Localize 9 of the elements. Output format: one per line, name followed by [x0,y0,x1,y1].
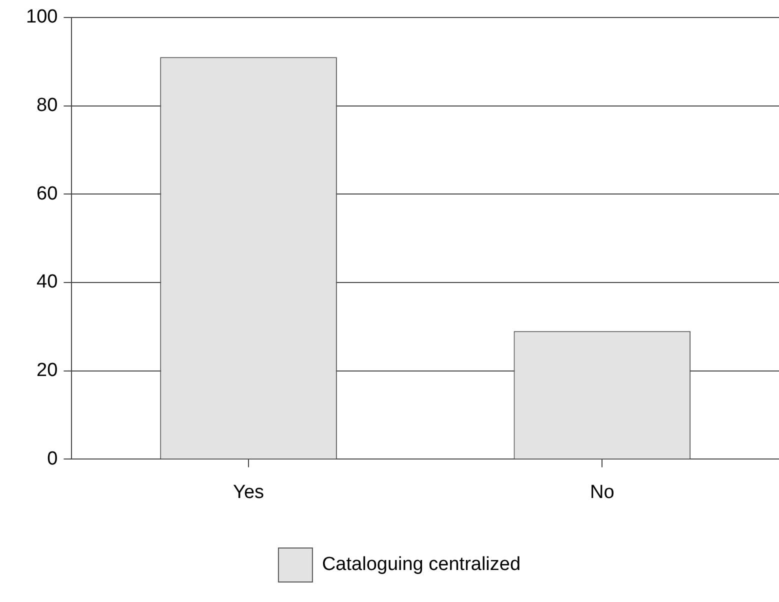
x-tick-label: Yes [233,482,264,503]
y-tick-label: 40 [36,272,58,293]
y-tick-label: 100 [26,6,58,28]
x-tick-label: No [590,482,614,503]
y-tick-label: 0 [47,448,58,470]
y-tick-label: 20 [36,360,58,382]
y-tick-label: 60 [36,183,58,204]
y-tick-label: 80 [36,94,58,116]
legend-label: Cataloguing centralized [322,554,521,576]
